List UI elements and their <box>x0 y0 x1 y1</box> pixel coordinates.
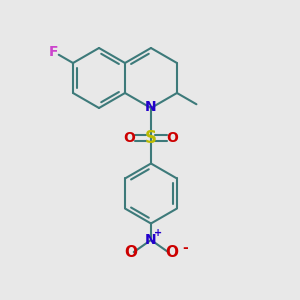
Text: -: - <box>182 242 188 255</box>
Text: O: O <box>124 244 137 260</box>
Text: +: + <box>154 228 163 239</box>
Text: O: O <box>123 131 135 145</box>
Text: O: O <box>165 244 178 260</box>
Text: N: N <box>145 100 156 114</box>
Text: N: N <box>145 233 157 247</box>
Text: F: F <box>49 45 58 59</box>
Text: O: O <box>167 131 178 145</box>
Text: S: S <box>145 129 157 147</box>
